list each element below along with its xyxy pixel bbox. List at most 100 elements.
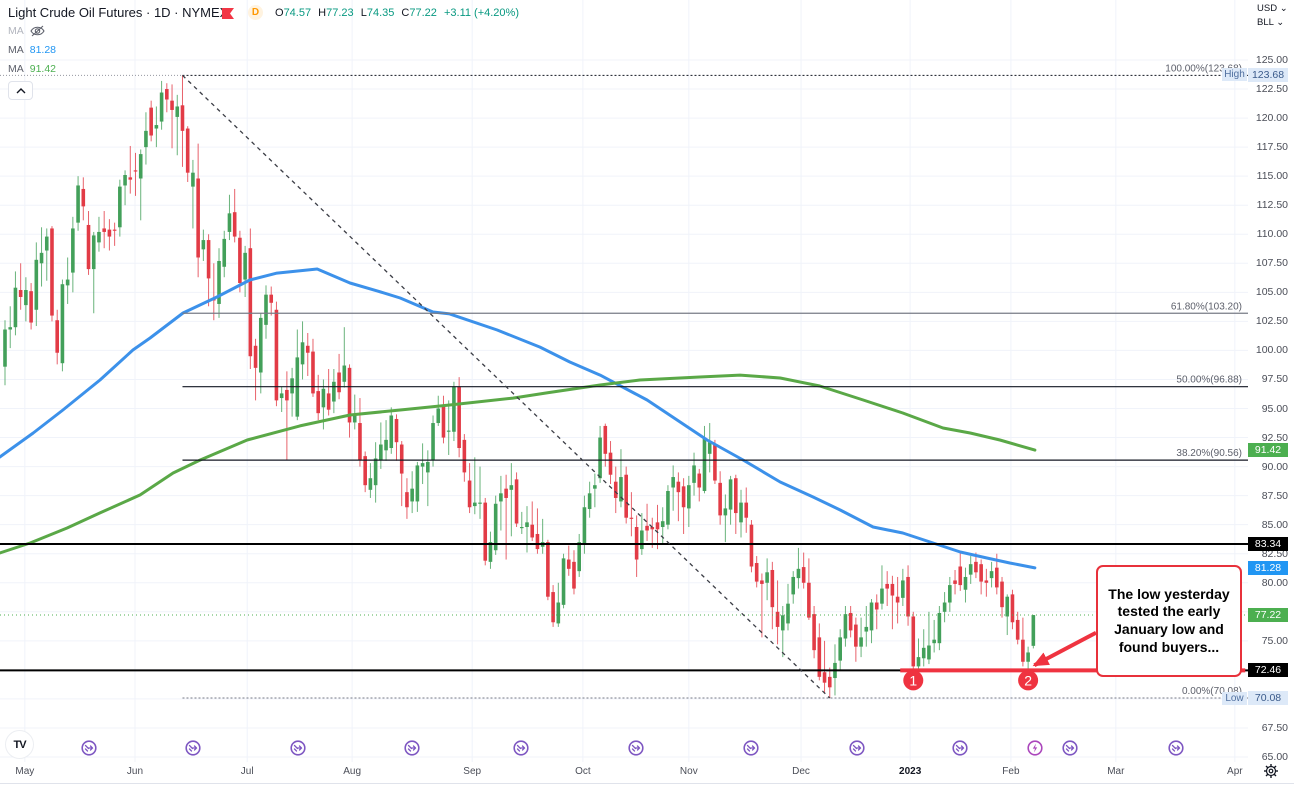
candle[interactable] [290,367,294,417]
candle[interactable] [452,381,456,442]
candle[interactable] [723,494,728,543]
candle[interactable] [1021,617,1025,667]
moving-average-green-line[interactable] [0,373,1037,555]
price-badge-ma-green[interactable]: 91.42 [1248,443,1288,458]
candle[interactable] [514,472,519,528]
candle[interactable] [864,605,869,647]
candle[interactable] [300,321,305,380]
candle[interactable] [979,559,983,595]
collapse-legend-button[interactable] [8,81,33,100]
candle[interactable] [854,617,858,662]
candle[interactable] [206,234,211,307]
candle[interactable] [572,550,576,595]
contract-roll-icon[interactable] [81,740,97,756]
candle[interactable] [885,571,889,606]
candle[interactable] [1010,589,1015,630]
candle[interactable] [660,507,665,545]
candle[interactable] [217,248,221,318]
candle[interactable] [65,257,70,304]
candle[interactable] [196,143,200,278]
candle[interactable] [311,338,315,397]
candle[interactable] [963,567,968,603]
contract-roll-icon[interactable] [1168,740,1184,756]
candle[interactable] [593,473,597,508]
candle[interactable] [60,279,65,372]
candle[interactable] [509,463,514,537]
candle[interactable] [859,617,863,658]
candle[interactable] [159,80,164,130]
candle[interactable] [71,216,75,293]
dashed-trendline[interactable] [182,74,831,699]
candle[interactable] [817,623,822,681]
candle[interactable] [827,667,832,699]
candle[interactable] [801,552,806,589]
candle[interactable] [191,159,195,229]
candle[interactable] [269,286,274,316]
contract-roll-icon[interactable] [743,740,759,756]
contract-roll-icon[interactable] [1062,740,1078,756]
candle[interactable] [76,176,80,231]
candle[interactable] [368,463,373,498]
candle[interactable] [180,75,185,167]
candle[interactable] [796,547,801,589]
candle[interactable] [932,619,936,653]
candle[interactable] [258,313,263,394]
candle[interactable] [264,285,268,339]
candle[interactable] [253,338,258,401]
candle[interactable] [420,443,425,485]
candle[interactable] [201,229,206,261]
contract-roll-icon[interactable] [952,740,968,756]
candle[interactable] [97,216,101,252]
candle[interactable] [624,466,628,524]
candle[interactable] [175,94,180,156]
candle[interactable] [937,605,942,651]
candle[interactable] [942,592,947,623]
candle[interactable] [222,230,227,278]
candle[interactable] [775,580,780,645]
candle[interactable] [285,371,289,460]
candle[interactable] [436,395,441,426]
contract-roll-icon[interactable] [404,740,420,756]
candle[interactable] [906,565,910,626]
candle[interactable] [483,497,488,566]
candle[interactable] [556,582,561,627]
candle[interactable] [373,442,378,503]
candle[interactable] [587,481,592,518]
candle[interactable] [441,395,446,444]
candle[interactable] [780,605,785,658]
candle[interactable] [551,585,555,627]
candle[interactable] [613,466,618,514]
candle[interactable] [807,558,811,620]
candle[interactable] [577,533,581,577]
candle[interactable] [927,611,931,665]
candle[interactable] [389,407,394,454]
candle[interactable] [765,558,769,601]
price-badge-level[interactable]: 83.34 [1248,536,1288,551]
candle[interactable] [546,539,550,601]
candle[interactable] [133,152,138,196]
price-badge-low[interactable]: 70.08 [1248,691,1288,705]
candle[interactable] [869,599,874,644]
candle[interactable] [478,466,482,519]
candle[interactable] [734,474,738,534]
candle[interactable] [185,126,190,182]
candle[interactable] [921,629,926,667]
candle[interactable] [18,263,23,310]
candle[interactable] [431,415,435,467]
candle[interactable] [901,568,905,606]
candle[interactable] [525,506,529,553]
candle[interactable] [530,501,535,541]
candle[interactable] [212,263,216,321]
contract-roll-icon[interactable] [290,740,306,756]
candle[interactable] [457,377,461,458]
candle[interactable] [39,227,44,287]
candle[interactable] [274,301,279,407]
indicator-row-ma-hidden[interactable]: MA [8,25,45,37]
candle[interactable] [279,386,284,412]
lightning-event-icon[interactable] [1027,740,1043,756]
candle[interactable] [316,374,320,421]
candle[interactable] [812,605,816,659]
candle[interactable] [676,472,681,522]
candle[interactable] [358,398,362,467]
candle[interactable] [467,463,472,514]
